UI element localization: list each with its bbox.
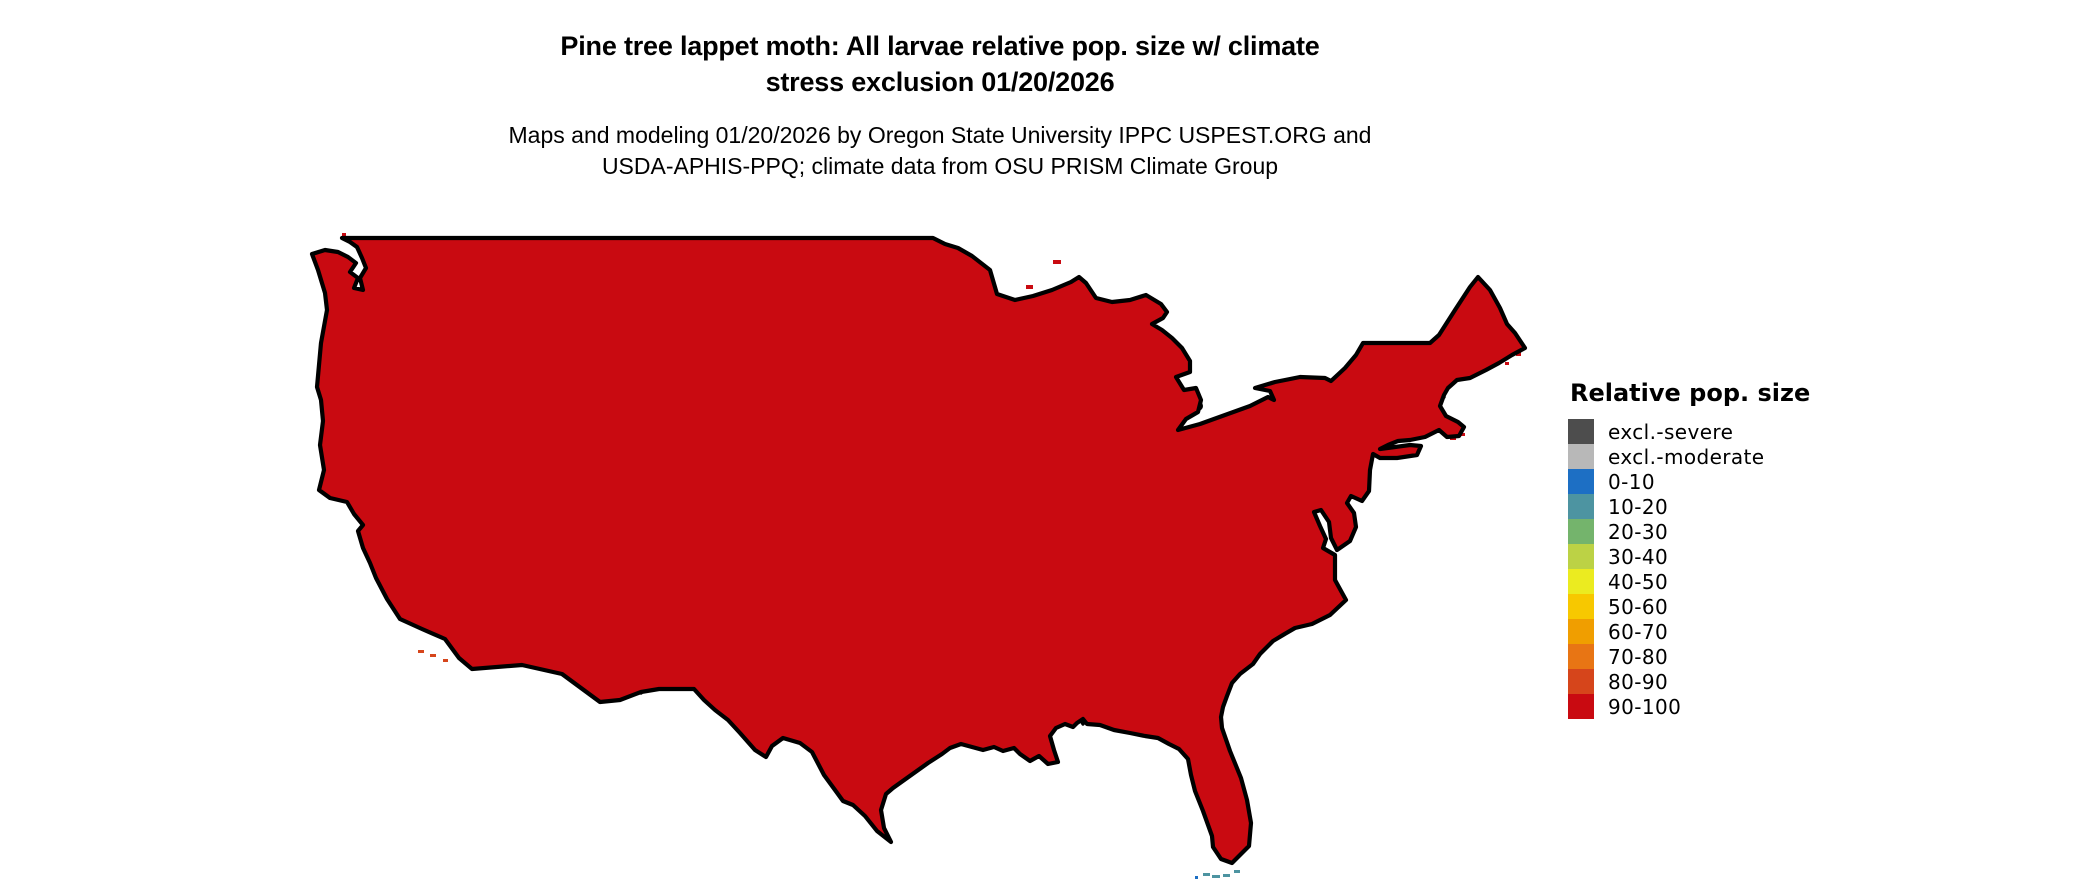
legend-item: excl.-moderate bbox=[1568, 444, 1898, 469]
legend-item-label: excl.-severe bbox=[1608, 419, 1734, 444]
legend-item: 40-50 bbox=[1568, 569, 1898, 594]
legend-item: 10-20 bbox=[1568, 494, 1898, 519]
legend-item-label: excl.-moderate bbox=[1608, 444, 1765, 469]
keys-islet bbox=[1234, 870, 1240, 873]
legend-item: 90-100 bbox=[1568, 694, 1898, 719]
channel-island bbox=[418, 650, 424, 653]
legend-swatch bbox=[1568, 644, 1594, 669]
san-juan-islet bbox=[342, 233, 346, 237]
legend-item-label: 50-60 bbox=[1608, 594, 1669, 619]
channel-island bbox=[443, 659, 448, 662]
legend-item: excl.-severe bbox=[1568, 419, 1898, 444]
legend-swatch bbox=[1568, 594, 1594, 619]
map-title-line1: Pine tree lappet moth: All larvae relati… bbox=[560, 31, 1320, 61]
legend-swatch bbox=[1568, 619, 1594, 644]
map-title: Pine tree lappet moth: All larvae relati… bbox=[150, 28, 1730, 100]
keys-islet bbox=[1203, 873, 1210, 876]
isle-royale bbox=[1053, 260, 1061, 264]
legend-item-label: 90-100 bbox=[1608, 694, 1682, 719]
legend-item: 20-30 bbox=[1568, 519, 1898, 544]
marthas-vineyard-islet bbox=[1460, 433, 1465, 436]
maine-islet bbox=[1516, 352, 1521, 356]
nation-outline bbox=[312, 238, 1525, 863]
legend-item: 70-80 bbox=[1568, 644, 1898, 669]
us-map-svg bbox=[300, 233, 1540, 879]
legend-swatch bbox=[1568, 519, 1594, 544]
legend-swatch bbox=[1568, 569, 1594, 594]
legend-swatch bbox=[1568, 469, 1594, 494]
legend-item: 50-60 bbox=[1568, 594, 1898, 619]
florida-keys bbox=[1195, 870, 1240, 879]
keys-islet-blue bbox=[1195, 876, 1198, 879]
legend-item: 80-90 bbox=[1568, 669, 1898, 694]
legend-swatch bbox=[1568, 494, 1594, 519]
legend-swatch bbox=[1568, 694, 1594, 719]
legend-item: 60-70 bbox=[1568, 619, 1898, 644]
legend-swatch bbox=[1568, 444, 1594, 469]
legend-item-label: 80-90 bbox=[1608, 669, 1669, 694]
legend-item: 0-10 bbox=[1568, 469, 1898, 494]
legend-title: Relative pop. size bbox=[1570, 379, 1811, 407]
legend-item-label: 30-40 bbox=[1608, 544, 1669, 569]
legend-item-label: 40-50 bbox=[1608, 569, 1669, 594]
keys-islet bbox=[1212, 875, 1220, 878]
map-subtitle-line1: Maps and modeling 01/20/2026 by Oregon S… bbox=[508, 122, 1372, 148]
legend-item-label: 0-10 bbox=[1608, 469, 1655, 494]
map-title-line2: stress exclusion 01/20/2026 bbox=[765, 67, 1115, 97]
map-subtitle-line2: USDA-APHIS-PPQ; climate data from OSU PR… bbox=[601, 153, 1279, 179]
keys-islet bbox=[1223, 874, 1230, 877]
maine-islet bbox=[1505, 362, 1509, 365]
legend-item: 30-40 bbox=[1568, 544, 1898, 569]
legend-rows: excl.-severe excl.-moderate 0-10 10-20 2… bbox=[1568, 419, 1898, 719]
channel-island bbox=[430, 654, 436, 657]
legend-item-label: 10-20 bbox=[1608, 494, 1669, 519]
us-map bbox=[300, 230, 1540, 890]
legend-swatch bbox=[1568, 544, 1594, 569]
apostle-islands bbox=[1026, 285, 1033, 289]
legend-item-label: 60-70 bbox=[1608, 619, 1669, 644]
legend-item-label: 20-30 bbox=[1608, 519, 1669, 544]
map-subtitle: Maps and modeling 01/20/2026 by Oregon S… bbox=[150, 120, 1730, 182]
legend-swatch bbox=[1568, 419, 1594, 444]
legend-swatch bbox=[1568, 669, 1594, 694]
legend: Relative pop. size excl.-severe excl.-mo… bbox=[1568, 379, 1898, 719]
legend-item-label: 70-80 bbox=[1608, 644, 1669, 669]
